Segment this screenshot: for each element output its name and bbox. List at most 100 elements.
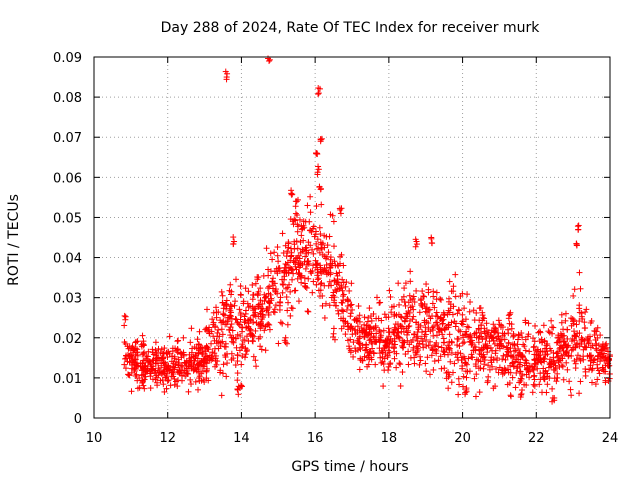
data-point [489,347,496,354]
data-point [142,369,149,376]
data-point [238,324,245,331]
data-point [269,278,276,285]
data-point [556,338,563,345]
data-point [347,302,354,309]
data-point [410,306,417,313]
data-point [469,354,476,361]
data-point [348,280,355,287]
data-point [267,250,274,257]
data-point [413,319,420,326]
data-point [535,329,542,336]
data-point [415,326,422,333]
data-point [505,348,512,355]
data-point [232,298,239,305]
data-point [196,328,203,335]
data-point [412,236,419,243]
data-point [541,376,548,383]
data-point [514,336,521,343]
data-point [350,353,357,360]
data-point [545,364,552,371]
data-point [477,358,484,365]
data-point [285,299,292,306]
data-point [597,332,604,339]
data-point [473,309,480,316]
data-point [522,347,529,354]
data-point [233,344,240,351]
data-point [522,317,529,324]
data-point [234,377,241,384]
data-point [507,345,514,352]
data-point [272,302,279,309]
data-point [289,267,296,274]
data-point [330,218,337,225]
data-point [413,343,420,350]
data-point [270,275,277,282]
data-point [498,336,505,343]
data-point [558,319,565,326]
y-tick-label: 0 [74,412,82,427]
data-point [150,351,157,358]
data-point [242,285,249,292]
data-point [587,362,594,369]
plot-frame [93,56,611,419]
data-point [393,332,400,339]
data-point [532,322,539,329]
data-point [422,331,429,338]
data-point [203,360,210,367]
data-point [500,352,507,359]
data-point [140,338,147,345]
data-point [252,305,259,312]
data-point [373,315,380,322]
data-point [314,276,321,283]
data-point [552,362,559,369]
data-point [433,289,440,296]
data-point [284,284,291,291]
data-point [402,351,409,358]
data-point [337,210,344,217]
data-point [395,280,402,287]
data-point [570,317,577,324]
data-point [433,332,440,339]
data-point [459,321,466,328]
data-point [150,363,157,370]
data-point [429,300,436,307]
data-point [533,351,540,358]
data-point [190,367,197,374]
data-point [438,296,445,303]
data-point [388,309,395,316]
data-point [399,369,406,376]
data-point [313,281,320,288]
data-point [253,363,260,370]
data-point [493,366,500,373]
data-point [226,326,233,333]
data-point [359,357,366,364]
data-point [507,362,514,369]
data-point [355,303,362,310]
data-point [245,288,252,295]
data-point [292,287,299,294]
data-point [589,365,596,372]
data-point [260,272,267,279]
data-point [375,336,382,343]
data-point [523,366,530,373]
x-tick-label: 20 [454,431,471,446]
data-point [516,349,523,356]
data-point [244,346,251,353]
data-point [316,183,323,190]
data-point [191,366,198,373]
data-point [331,299,338,306]
data-point [170,373,177,380]
data-point [397,382,404,389]
data-point [229,338,236,345]
data-point [578,313,585,320]
data-point [139,364,146,371]
data-point [282,242,289,249]
data-point [445,385,452,392]
data-point [370,310,377,317]
data-point [405,361,412,368]
data-point [555,332,562,339]
data-point [568,352,575,359]
data-point [253,319,260,326]
data-point [468,351,475,358]
data-point [531,338,538,345]
